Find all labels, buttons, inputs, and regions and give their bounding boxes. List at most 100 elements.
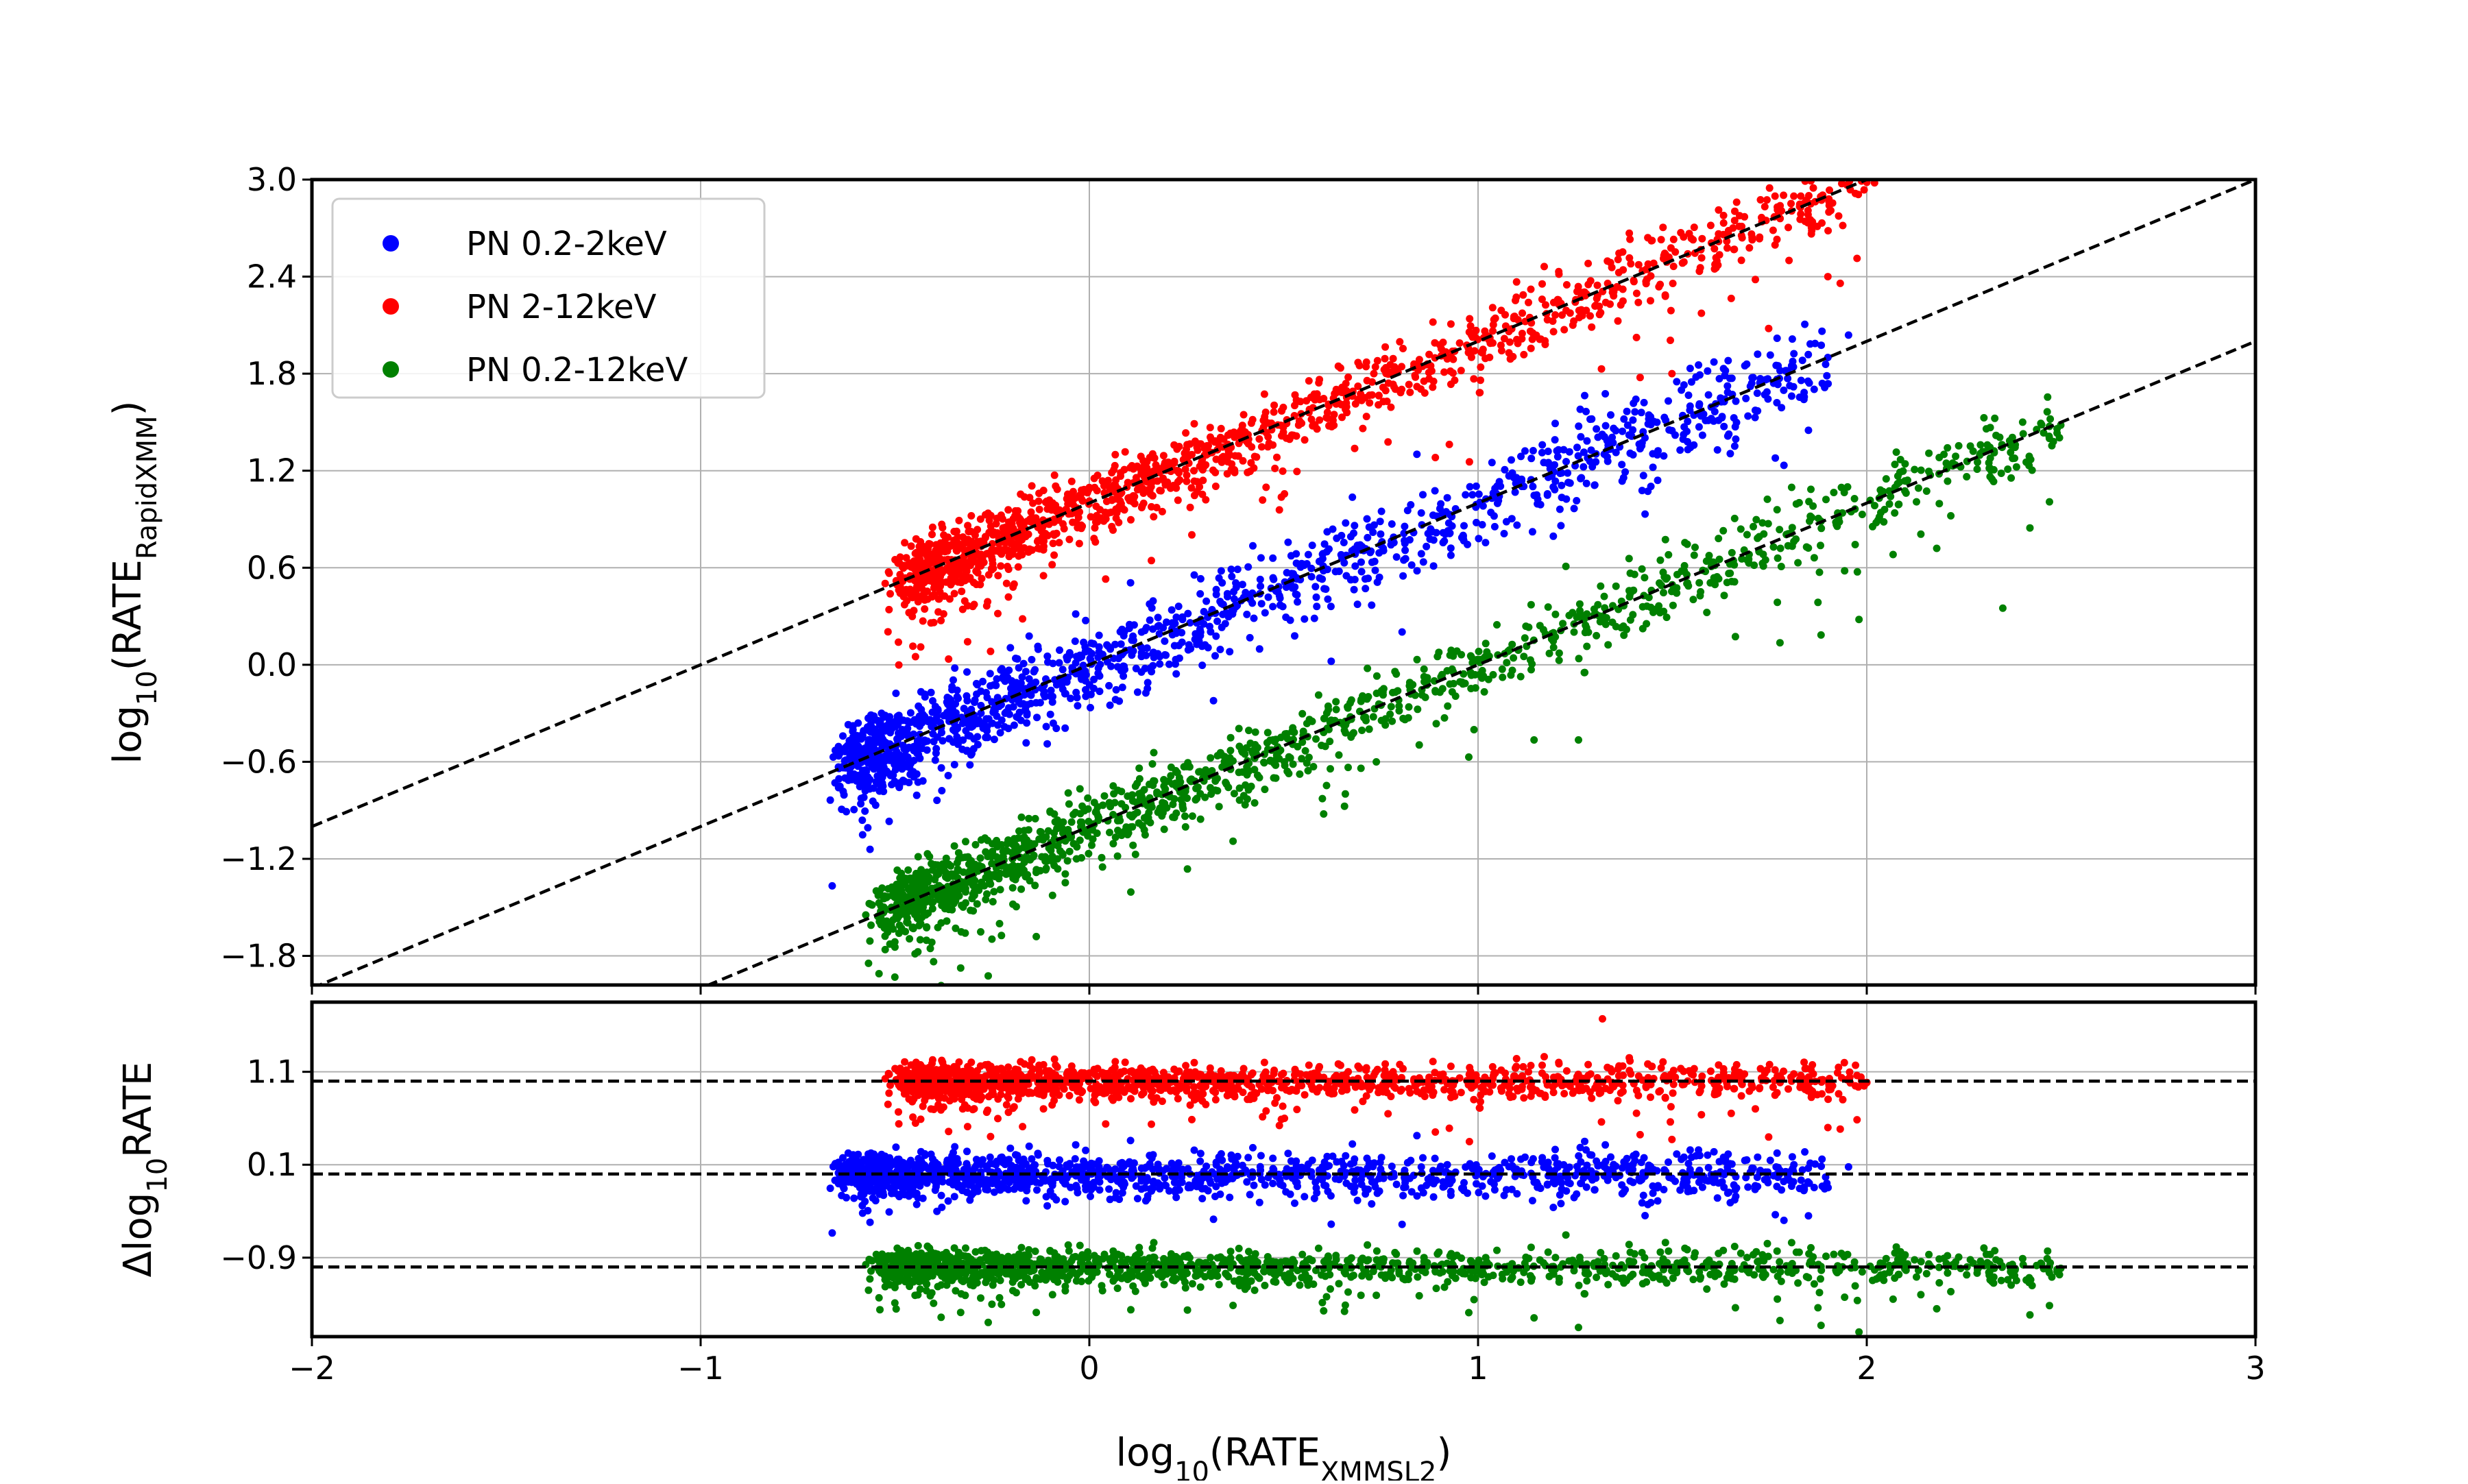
data-point-pn-0-2-2kev — [1496, 478, 1503, 485]
data-point-pn-0-2-12kev — [1774, 506, 1781, 513]
data-point-pn-0-2-2kev — [1705, 391, 1713, 399]
data-point-pn-0-2-12kev — [973, 900, 981, 908]
data-point-pn-0-2-12kev — [1145, 809, 1152, 816]
data-point-pn-0-2-2kev — [1427, 525, 1434, 533]
data-point-pn-2-12kev — [947, 581, 954, 589]
data-point-pn-2-12kev — [1183, 450, 1190, 457]
data-point-pn-2-12kev — [903, 554, 910, 561]
data-point-pn-2-12kev — [1763, 196, 1771, 204]
data-point-pn-2-12kev — [1518, 335, 1525, 343]
data-point-pn-2-12kev — [917, 538, 924, 546]
data-point-pn-0-2-12kev — [1760, 562, 1767, 570]
data-point-pn-0-2-12kev — [919, 877, 927, 884]
data-point-pn-0-2-2kev — [1575, 422, 1582, 430]
data-point-pn-0-2-12kev — [923, 936, 930, 944]
outlier-point — [1999, 605, 2007, 612]
data-point-pn-2-12kev — [1584, 260, 1592, 267]
data-point-pn-0-2-12kev — [1459, 680, 1466, 688]
data-point-pn-0-2-2kev — [915, 703, 922, 710]
data-point-pn-0-2-2kev — [1056, 659, 1063, 667]
data-point-pn-2-12kev — [1003, 580, 1011, 587]
data-point-pn-0-2-2kev — [1501, 466, 1508, 474]
data-point-pn-0-2-12kev — [1851, 495, 1859, 502]
data-point-pn-0-2-12kev — [1499, 666, 1506, 673]
data-point-pn-0-2-2kev — [1418, 550, 1425, 557]
data-point-pn-2-12kev — [1006, 550, 1013, 557]
data-point-pn-2-12kev — [1857, 171, 1865, 178]
data-point-pn-0-2-12kev — [1806, 513, 1814, 520]
data-point-pn-0-2-2kev — [910, 768, 917, 775]
data-point-pn-2-12kev — [1635, 261, 1643, 269]
data-point-pn-0-2-2kev — [1684, 438, 1691, 446]
data-point-pn-0-2-12kev — [1530, 736, 1538, 744]
data-point-pn-0-2-2kev — [1430, 562, 1438, 570]
data-point-pn-0-2-2kev — [1256, 645, 1263, 653]
data-point-pn-0-2-12kev — [1545, 603, 1552, 611]
data-point-pn-0-2-2kev — [1529, 483, 1536, 490]
data-point-pn-2-12kev — [1739, 234, 1746, 242]
data-point-pn-0-2-12kev — [1752, 516, 1760, 524]
data-point-pn-0-2-12kev — [1197, 816, 1205, 823]
data-point-pn-0-2-2kev — [1107, 663, 1115, 670]
data-point-pn-0-2-2kev — [1144, 679, 1152, 686]
data-point-pn-0-2-12kev — [1150, 749, 1158, 757]
residual-point-pn-0-2-2kev — [1581, 1138, 1588, 1145]
data-point-pn-0-2-2kev — [1307, 565, 1315, 572]
data-point-pn-2-12kev — [1281, 490, 1288, 498]
data-point-pn-0-2-2kev — [1377, 518, 1384, 525]
data-point-pn-0-2-12kev — [965, 860, 973, 868]
data-point-pn-2-12kev — [1512, 293, 1520, 301]
data-point-pn-2-12kev — [997, 511, 1005, 519]
data-point-pn-0-2-2kev — [1043, 723, 1050, 731]
data-point-pn-0-2-2kev — [1338, 532, 1345, 539]
data-point-pn-2-12kev — [1824, 227, 1832, 234]
data-point-pn-2-12kev — [984, 598, 991, 605]
data-point-pn-2-12kev — [1560, 326, 1568, 334]
data-point-pn-0-2-2kev — [998, 716, 1006, 724]
data-point-pn-2-12kev — [917, 643, 925, 650]
data-point-pn-0-2-12kev — [1935, 500, 1943, 507]
data-point-pn-0-2-12kev — [1776, 526, 1783, 533]
data-point-pn-2-12kev — [1029, 500, 1037, 507]
data-point-pn-2-12kev — [1328, 423, 1335, 430]
data-point-pn-0-2-2kev — [1619, 477, 1626, 485]
data-point-pn-2-12kev — [1695, 267, 1703, 275]
data-point-pn-0-2-12kev — [1629, 611, 1636, 618]
data-point-pn-0-2-2kev — [1316, 574, 1324, 582]
data-point-pn-2-12kev — [1790, 193, 1798, 200]
data-point-pn-2-12kev — [919, 618, 927, 625]
data-point-pn-0-2-12kev — [1165, 777, 1172, 785]
data-point-pn-0-2-12kev — [993, 837, 1000, 844]
data-point-pn-0-2-2kev — [921, 690, 929, 698]
data-point-pn-0-2-2kev — [1804, 351, 1812, 358]
data-point-pn-0-2-2kev — [933, 796, 941, 804]
data-point-pn-0-2-2kev — [963, 668, 971, 676]
data-point-pn-0-2-12kev — [1065, 789, 1072, 796]
data-point-pn-0-2-12kev — [2046, 415, 2054, 423]
outlier-point — [1804, 426, 1812, 434]
data-point-pn-0-2-2kev — [1475, 535, 1482, 542]
residual-point-pn-0-2-2kev — [1654, 1197, 1662, 1205]
data-point-pn-0-2-2kev — [929, 730, 936, 738]
data-point-pn-0-2-2kev — [980, 720, 987, 727]
data-point-pn-0-2-12kev — [914, 948, 921, 956]
data-point-pn-0-2-2kev — [1329, 526, 1337, 533]
data-point-pn-0-2-12kev — [1065, 801, 1073, 808]
data-point-pn-2-12kev — [1745, 244, 1753, 252]
data-point-pn-2-12kev — [918, 546, 926, 553]
data-point-pn-0-2-12kev — [1149, 760, 1157, 768]
data-point-pn-0-2-2kev — [1243, 611, 1250, 618]
data-point-pn-2-12kev — [976, 581, 984, 588]
data-point-pn-0-2-12kev — [1457, 651, 1465, 659]
data-point-pn-2-12kev — [935, 595, 943, 603]
data-point-pn-0-2-12kev — [884, 885, 892, 892]
data-point-pn-0-2-2kev — [1380, 547, 1388, 555]
outlier-point — [1824, 273, 1832, 280]
data-point-pn-0-2-2kev — [1211, 652, 1219, 659]
data-point-pn-2-12kev — [1468, 354, 1475, 361]
data-point-pn-2-12kev — [1269, 441, 1277, 449]
data-point-pn-2-12kev — [1008, 539, 1015, 546]
data-point-pn-2-12kev — [1191, 420, 1198, 428]
data-point-pn-2-12kev — [1806, 216, 1814, 223]
data-point-pn-2-12kev — [1527, 286, 1535, 293]
